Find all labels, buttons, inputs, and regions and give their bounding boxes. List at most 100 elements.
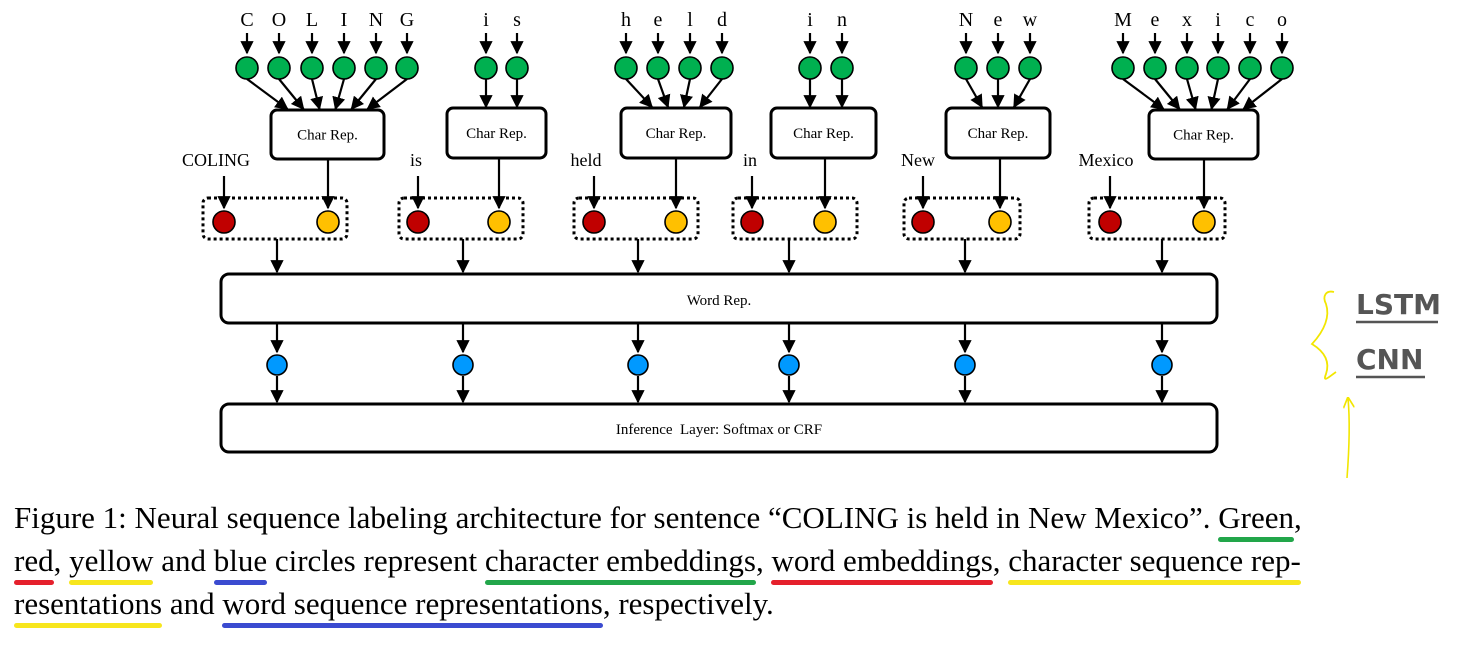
char-label: c <box>1246 9 1255 31</box>
char-label: s <box>513 9 521 31</box>
concat-group-box <box>902 196 1022 241</box>
char-embedding-circle <box>1270 56 1294 80</box>
char-seq-rep-circle <box>813 210 837 234</box>
char-embedding-circle <box>954 56 978 80</box>
char-rep-label: Char Rep. <box>297 128 358 144</box>
caption-word-embeddings: word embeddings <box>771 543 993 578</box>
char-embedding-circle <box>395 56 419 80</box>
char-label: n <box>837 9 847 31</box>
char-label: o <box>1277 9 1287 31</box>
concat-group-box <box>397 196 525 241</box>
word-label: held <box>571 150 602 170</box>
word-rep-label: Word Rep. <box>687 293 752 309</box>
char-label: h <box>621 9 631 31</box>
char-to-charrep-arrow <box>1185 78 1199 111</box>
concat-group-box <box>1087 196 1227 241</box>
char-to-charrep-arrow <box>246 78 289 110</box>
char-label: e <box>654 9 663 31</box>
char-to-charrep-arrow <box>278 78 305 111</box>
lstm-note: LSTM <box>1356 288 1441 321</box>
char-label: N <box>369 9 383 31</box>
char-embedding-circle <box>830 56 854 80</box>
caption-green: Green <box>1218 500 1294 535</box>
char-label: i <box>1215 9 1221 31</box>
caption-character-sequence-rep: character sequence rep- <box>1008 543 1301 578</box>
char-embedding-circle <box>798 56 822 80</box>
char-embedding-circle <box>710 56 734 80</box>
char-label: d <box>717 9 727 31</box>
word-label: Mexico <box>1079 150 1134 170</box>
inference-layer-label: Inference Layer: Softmax or CRF <box>616 422 822 438</box>
char-embedding-circle <box>300 56 324 80</box>
char-embedding-circle <box>364 56 388 80</box>
char-label: e <box>994 9 1003 31</box>
char-to-charrep-arrow <box>680 78 693 109</box>
word-label: COLING <box>182 150 250 170</box>
word-rep-box <box>219 272 1219 325</box>
char-rep-label: Char Rep. <box>793 126 854 142</box>
caption-text: Figure 1: Neural sequence labeling archi… <box>14 500 1219 535</box>
caption-text: circles represent <box>267 543 485 578</box>
char-embedding-circle <box>1238 56 1262 80</box>
char-embedding-circle <box>986 56 1010 80</box>
word-seq-rep-circle <box>1151 354 1173 376</box>
caption-text: , <box>53 543 70 578</box>
caption-yellow: yellow <box>69 543 154 578</box>
char-label: G <box>400 9 414 31</box>
char-label: e <box>1151 9 1160 31</box>
char-to-charrep-arrow <box>1154 78 1181 111</box>
annotation-brace <box>1310 290 1337 380</box>
word-label: New <box>901 150 935 170</box>
char-to-charrep-arrow <box>1226 78 1251 111</box>
char-to-charrep-arrow <box>332 78 346 111</box>
word-seq-rep-circle <box>627 354 649 376</box>
inference-layer-box <box>219 402 1219 454</box>
char-rep-box <box>619 106 733 160</box>
concat-group-box <box>572 196 700 241</box>
char-embedding-circle <box>267 56 291 80</box>
char-label: M <box>1114 9 1132 31</box>
char-rep-label: Char Rep. <box>968 126 1029 142</box>
char-embedding-circle <box>1143 56 1167 80</box>
char-to-charrep-arrow <box>1013 78 1031 109</box>
word-embedding-circle <box>406 210 430 234</box>
word-seq-rep-circle <box>778 354 800 376</box>
caption-text: , <box>992 543 1009 578</box>
char-seq-rep-circle <box>988 210 1012 234</box>
char-label: I <box>341 9 348 31</box>
word-seq-rep-circle <box>954 354 976 376</box>
char-rep-label: Char Rep. <box>1173 128 1234 144</box>
char-rep-label: Char Rep. <box>466 126 527 142</box>
char-embedding-circle <box>678 56 702 80</box>
char-embedding-circle <box>646 56 670 80</box>
char-seq-rep-circle <box>664 210 688 234</box>
word-seq-rep-circle <box>266 354 288 376</box>
caption-text: and <box>162 586 223 621</box>
char-rep-box <box>445 106 548 160</box>
word-label: is <box>410 150 422 170</box>
char-to-charrep-arrow <box>1207 78 1221 111</box>
caption-word-sequence-representations: word sequence representations <box>222 586 603 621</box>
char-to-charrep-arrow <box>699 78 723 109</box>
word-embedding-circle <box>911 210 935 234</box>
char-rep-box <box>1147 108 1260 161</box>
char-rep-box <box>269 108 386 161</box>
caption-text: , respectively. <box>602 586 774 621</box>
char-rep-box <box>944 106 1052 160</box>
word-seq-rep-circle <box>452 354 474 376</box>
char-label: O <box>272 9 286 31</box>
char-to-charrep-arrow <box>310 78 324 111</box>
word-embedding-circle <box>740 210 764 234</box>
char-embedding-circle <box>235 56 259 80</box>
caption-character-embeddings: character embeddings <box>484 543 756 578</box>
cnn-note: CNN <box>1356 343 1423 376</box>
word-embedding-circle <box>1098 210 1122 234</box>
char-rep-box <box>769 106 878 160</box>
char-seq-rep-circle <box>487 210 511 234</box>
char-label: w <box>1023 9 1038 31</box>
caption-text: , <box>1293 500 1302 535</box>
char-embedding-circle <box>505 56 529 80</box>
caption-blue: blue <box>213 543 268 578</box>
char-label: l <box>687 9 693 31</box>
